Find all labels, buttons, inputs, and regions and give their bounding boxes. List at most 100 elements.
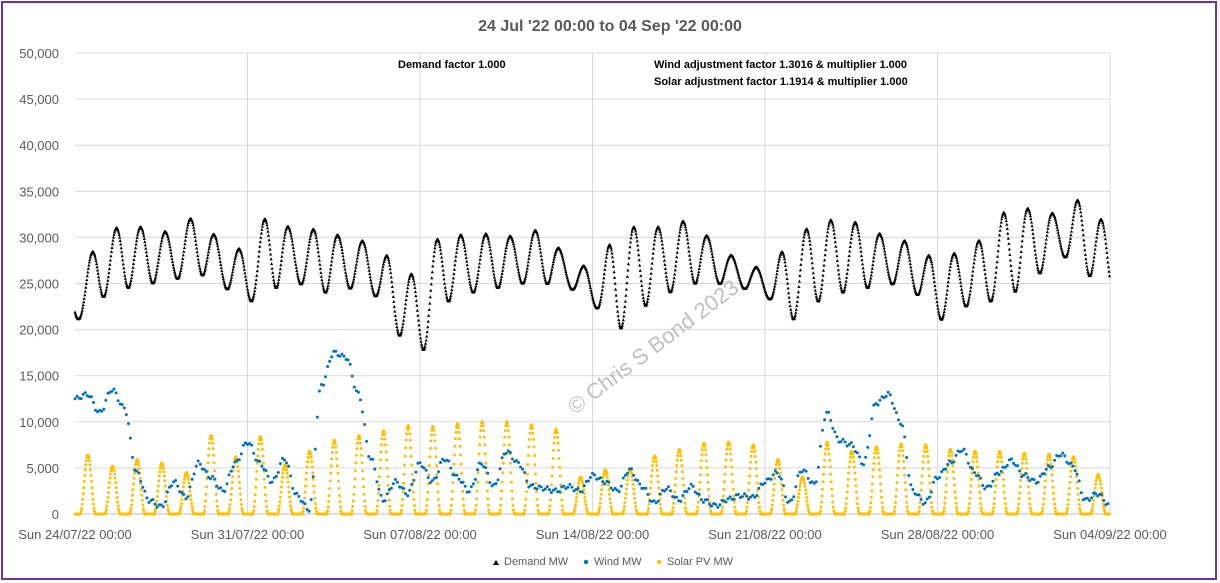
- wind-point: [79, 397, 83, 401]
- annotation-demand-factor: Demand factor 1.000: [398, 59, 506, 71]
- solar-point: [782, 507, 786, 511]
- solar-point: [830, 487, 834, 491]
- solar-point: [699, 459, 703, 463]
- solar-point: [724, 458, 728, 462]
- demand-point: [957, 270, 961, 274]
- solar-point: [900, 445, 904, 449]
- demand-point: [974, 247, 978, 251]
- demand-point: [814, 292, 818, 295]
- solar-point: [238, 486, 242, 490]
- demand-point: [400, 327, 404, 331]
- solar-point: [155, 495, 159, 498]
- solar-point: [749, 454, 753, 458]
- solar-point: [457, 426, 460, 429]
- demand-point: [1096, 225, 1100, 229]
- demand-point: [577, 272, 581, 276]
- solar-point: [528, 431, 532, 435]
- solar-point: [1048, 458, 1052, 462]
- solar-point: [264, 493, 267, 497]
- demand-point: [895, 266, 900, 270]
- solar-point: [894, 495, 898, 498]
- solar-point: [992, 506, 995, 510]
- solar-point: [725, 447, 729, 451]
- demand-point: [759, 274, 763, 278]
- demand-point: [1022, 224, 1026, 228]
- solar-point: [1065, 507, 1069, 510]
- demand-point: [367, 268, 371, 272]
- demand-point: [377, 284, 381, 288]
- demand-point: [325, 288, 329, 291]
- demand-point: [802, 232, 807, 236]
- solar-point: [166, 507, 170, 511]
- wind-point: [455, 473, 459, 477]
- solar-point: [822, 465, 826, 469]
- demand-point: [691, 275, 695, 279]
- solar-point: [1051, 485, 1055, 489]
- demand-point: [1092, 255, 1096, 259]
- demand-point: [908, 262, 912, 266]
- solar-point: [203, 499, 207, 503]
- wind-point: [100, 409, 104, 413]
- legend-marker-solar: [656, 559, 662, 565]
- solar-point: [131, 493, 134, 497]
- demand-point: [378, 282, 382, 286]
- demand-point: [923, 263, 927, 267]
- demand-point: [320, 281, 325, 285]
- demand-point: [797, 285, 801, 288]
- solar-point: [917, 509, 921, 513]
- demand-point: [700, 247, 704, 251]
- demand-point: [79, 314, 83, 318]
- demand-point: [696, 272, 700, 276]
- solar-point: [602, 472, 606, 476]
- solar-point: [897, 459, 900, 463]
- solar-point: [600, 488, 604, 492]
- solar-point: [508, 461, 512, 465]
- demand-point: [625, 281, 629, 285]
- demand-point: [419, 342, 424, 346]
- demand-point: [345, 276, 349, 280]
- solar-point: [901, 449, 905, 453]
- demand-point: [1011, 281, 1015, 285]
- demand-point: [608, 244, 613, 248]
- solar-point: [1027, 497, 1031, 501]
- wind-point: [697, 492, 701, 496]
- demand-point: [967, 298, 971, 302]
- demand-point: [390, 285, 394, 288]
- solar-point: [897, 454, 901, 457]
- solar-point: [721, 494, 725, 498]
- solar-point: [260, 447, 264, 451]
- demand-point: [993, 275, 998, 279]
- demand-point: [867, 283, 871, 287]
- demand-point: [493, 278, 497, 282]
- demand-point: [560, 254, 564, 258]
- solar-point: [903, 481, 907, 485]
- solar-point: [852, 460, 856, 464]
- demand-point: [1106, 265, 1111, 269]
- wind-point: [827, 410, 831, 414]
- demand-point: [850, 229, 854, 233]
- demand-point: [292, 252, 296, 256]
- demand-point: [905, 242, 909, 246]
- solar-point: [1053, 506, 1057, 510]
- demand-point: [173, 270, 177, 274]
- demand-point: [392, 304, 396, 308]
- demand-point: [492, 272, 496, 276]
- solar-point: [381, 433, 384, 437]
- demand-point: [994, 265, 999, 269]
- solar-point: [901, 454, 905, 457]
- solar-point: [1043, 485, 1047, 489]
- demand-point: [168, 248, 173, 251]
- solar-point: [552, 441, 556, 445]
- demand-point: [308, 237, 312, 240]
- demand-point: [475, 275, 480, 279]
- demand-point: [1081, 233, 1085, 237]
- demand-point: [652, 246, 656, 250]
- solar-point: [377, 475, 381, 479]
- demand-point: [894, 274, 898, 278]
- solar-point: [703, 444, 707, 448]
- wind-point: [683, 490, 687, 493]
- demand-point: [467, 273, 471, 277]
- solar-point: [459, 462, 463, 466]
- demand-point: [955, 258, 959, 262]
- demand-point: [559, 250, 563, 254]
